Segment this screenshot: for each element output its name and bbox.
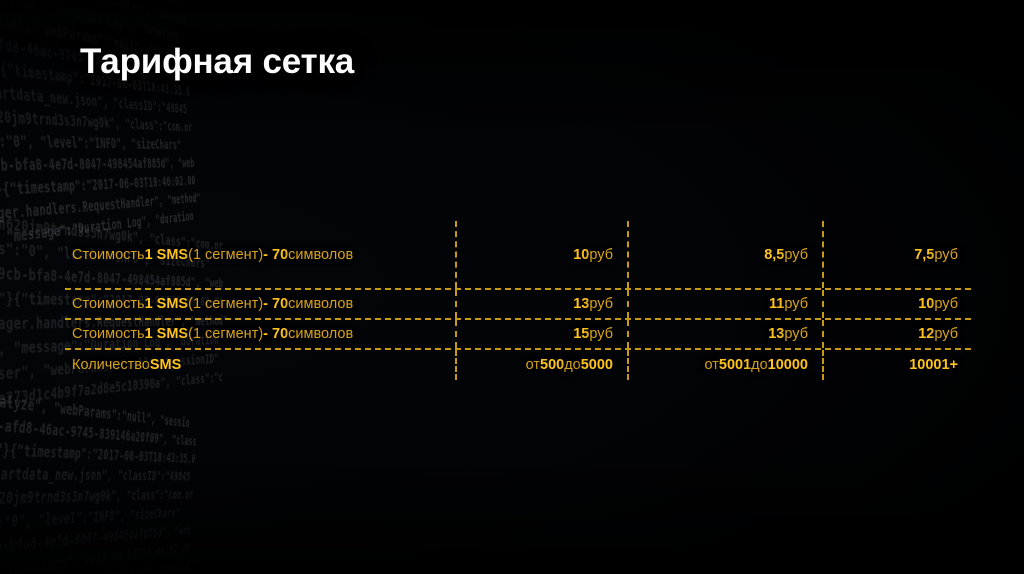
row-value-part-0: 7,5 (914, 246, 935, 263)
row-value-part-2: до (564, 357, 581, 373)
row-value-part-1: руб (934, 326, 958, 342)
row-value-part-0: от (525, 357, 540, 373)
row-value-part-1: руб (934, 296, 958, 312)
row-label-part-4: символов (288, 326, 354, 342)
row-value-part-0: 13 (573, 296, 590, 312)
row-label: Количество SMS (65, 350, 455, 380)
row-label-part-0: Стоимость (72, 246, 145, 263)
row-value-part-1: руб (589, 246, 613, 263)
row-label-part-2: (1 сегмент) (188, 326, 264, 342)
row-value-part-1: руб (784, 296, 808, 312)
page-title: Тарифная сетка (80, 42, 355, 81)
row-label-part-1: SMS (149, 357, 182, 373)
row-value-part-0: 10 (918, 296, 935, 312)
row-value-part-0: от (704, 357, 719, 373)
row-value-part-3: 10000 (767, 357, 808, 373)
row-value-part-0: 10001+ (909, 357, 958, 373)
row-value-part-1: 500 (540, 357, 565, 373)
row-value-part-0: 12 (918, 326, 935, 342)
row-label-part-3: - 70 (263, 296, 289, 312)
row-label-part-0: Стоимость (72, 296, 145, 312)
row-value-part-1: руб (589, 296, 613, 312)
row-label-part-3: - 70 (263, 246, 289, 263)
row-value-col2: от 5001 до 10000 (627, 350, 822, 380)
row-label-part-2: (1 сегмент) (188, 296, 264, 312)
row-value-part-1: руб (934, 246, 958, 263)
row-value-col1: 13 руб (455, 290, 627, 318)
row-label-part-4: символов (288, 296, 354, 312)
row-label-part-1: 1 SMS (144, 326, 189, 342)
background-fade-bottom (0, 444, 1024, 574)
row-value-part-1: руб (589, 326, 613, 342)
row-label: Стоимость 1 SMS (1 сегмент) - 70 символо… (65, 221, 455, 288)
row-value-part-2: до (751, 357, 768, 373)
row-value-col3: 7,5 руб (822, 221, 971, 288)
table-row: Количество SMS от 500 до 5000 от 5001 до 1… (65, 348, 971, 380)
row-value-part-1: руб (784, 326, 808, 342)
row-value-part-0: 13 (768, 326, 785, 342)
row-value-col2: 11 руб (627, 290, 822, 318)
row-value-col2: 8,5 руб (627, 221, 822, 288)
row-label-part-0: Стоимость (72, 326, 145, 342)
tariff-table: Стоимость 1 SMS (1 сегмент) - 70 символо… (65, 219, 971, 380)
row-value-part-0: 8,5 (764, 246, 785, 263)
row-value-part-1: 5001 (718, 357, 752, 373)
row-value-part-3: 5000 (580, 357, 613, 373)
row-label-part-1: 1 SMS (144, 246, 189, 263)
row-label-part-3: - 70 (263, 326, 289, 342)
row-label: Стоимость 1 SMS (1 сегмент) - 70 символо… (65, 320, 455, 348)
row-value-col3: 10 руб (822, 290, 971, 318)
table-row: Стоимость 1 SMS (1 сегмент) - 70 символо… (65, 219, 971, 288)
row-value-col1: 10 руб (455, 221, 627, 288)
row-label-part-0: Количество (72, 357, 150, 373)
background-code-bottom: L":"/app/page/analyze", "webParams":"nul… (0, 375, 197, 574)
row-value-part-0: 10 (573, 246, 590, 263)
row-value-col2: 13 руб (627, 320, 822, 348)
row-value-part-1: руб (784, 246, 808, 263)
row-value-col1: от 500 до 5000 (455, 350, 627, 380)
row-label: Стоимость 1 SMS (1 сегмент) - 70 символо… (65, 290, 455, 318)
row-label-part-4: символов (288, 246, 354, 263)
row-value-part-0: 15 (573, 326, 590, 342)
row-value-col3: 12 руб (822, 320, 971, 348)
row-label-part-2: (1 сегмент) (188, 246, 264, 263)
row-label-part-1: 1 SMS (144, 296, 189, 312)
table-row: Стоимость 1 SMS (1 сегмент) - 70 символо… (65, 288, 971, 318)
row-value-col1: 15 руб (455, 320, 627, 348)
row-value-col3: 10001+ (822, 350, 971, 380)
row-value-part-0: 11 (769, 296, 785, 312)
table-row: Стоимость 1 SMS (1 сегмент) - 70 символо… (65, 318, 971, 348)
